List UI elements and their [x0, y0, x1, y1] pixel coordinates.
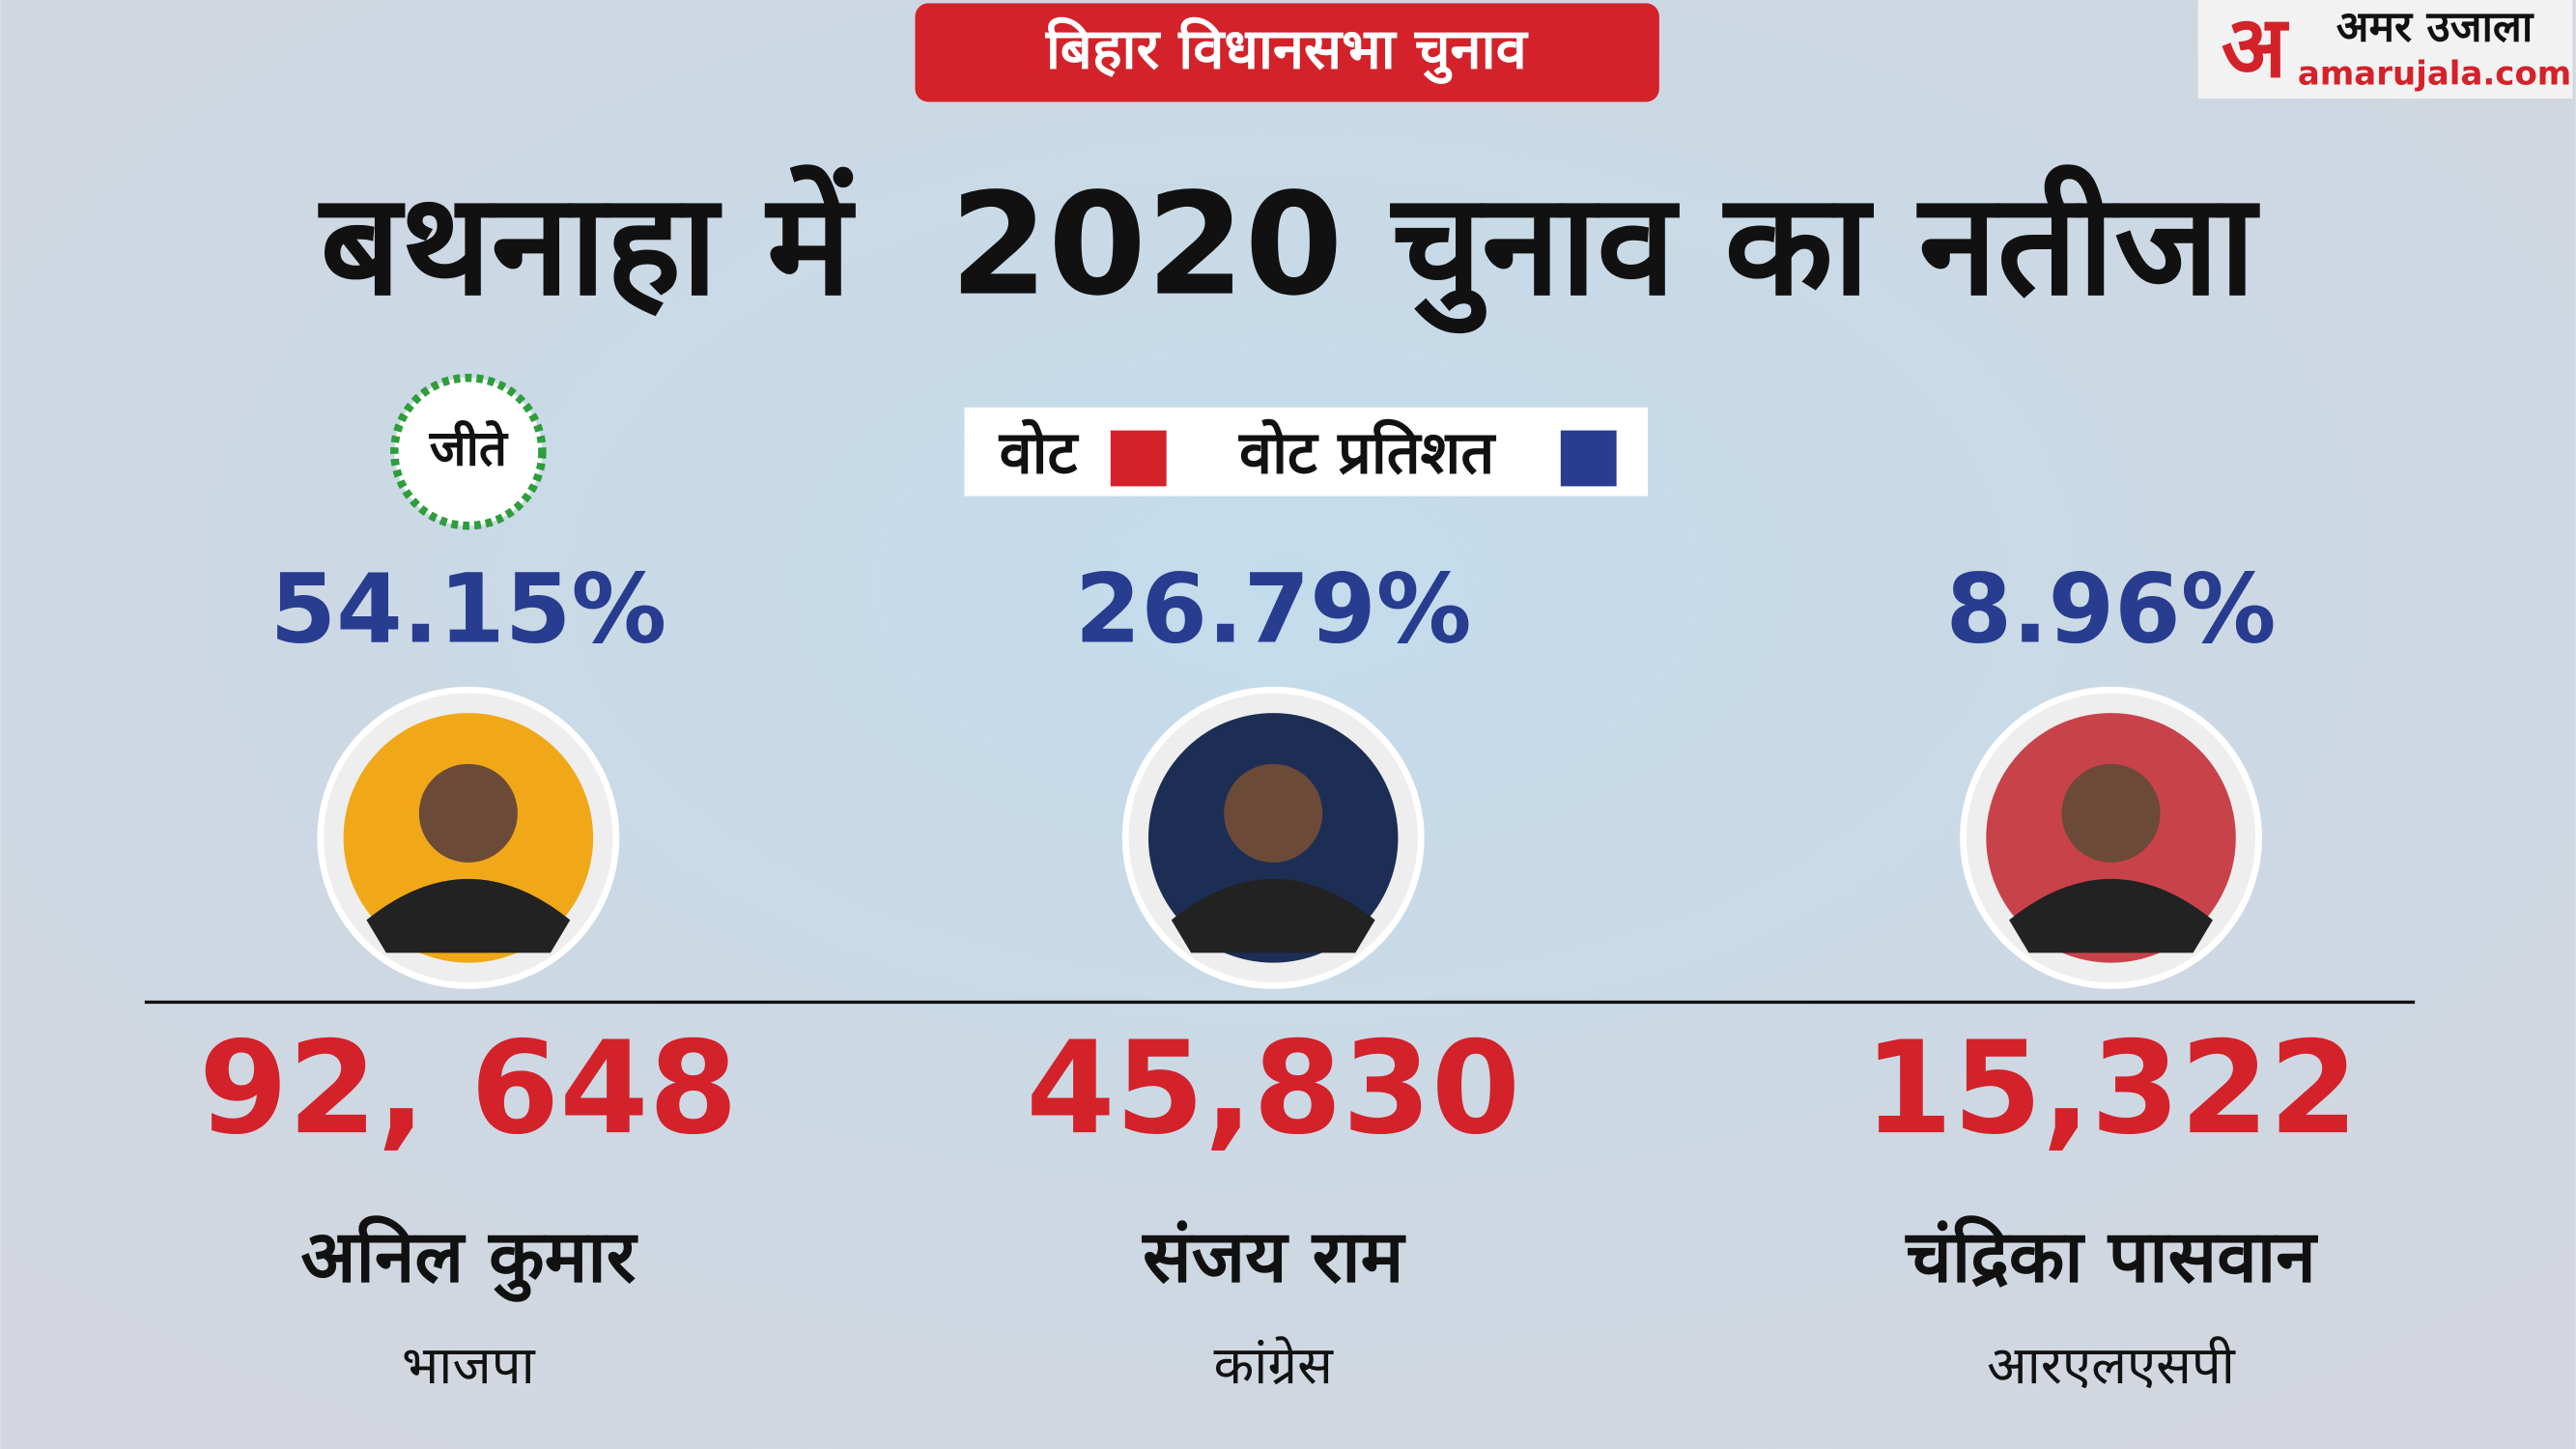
photo-body	[1171, 878, 1375, 953]
votes: 15,322	[1864, 1014, 2359, 1163]
logo-box	[2197, 0, 2573, 99]
photo-head	[2061, 763, 2161, 863]
legend-swatch	[1110, 430, 1167, 487]
votes: 45,830	[1026, 1014, 1520, 1163]
vote-percent: 26.79%	[1075, 554, 1472, 666]
legend-box	[964, 407, 1648, 497]
vote-percent: 54.15%	[269, 554, 666, 666]
legend-swatch	[1560, 430, 1617, 487]
candidate-name: अनिल कुमार	[300, 1215, 637, 1303]
party: कांग्रेस	[1214, 1334, 1335, 1396]
title: बथनाहा में 2020 चुनाव का नतीजा	[318, 163, 2261, 334]
photo-body	[366, 878, 571, 953]
candidate-name: संजय राम	[1141, 1215, 1405, 1299]
winner-badge-text: जीते	[429, 420, 509, 478]
logo-site: amarujala.com	[2298, 55, 2571, 94]
vote-percent: 8.96%	[1945, 554, 2276, 666]
candidates: 54.15% 92, 648 अनिल कुमार भाजपा 26.79% 45,830…	[199, 554, 2359, 1396]
logo-mark: अ	[2222, 0, 2290, 97]
party: आरएलएसपी	[1987, 1334, 2236, 1396]
photo-body	[2009, 878, 2213, 953]
logo-name: अमर उजाला	[2336, 3, 2534, 52]
legend-label: वोट प्रतिशत	[1238, 418, 1496, 487]
votes: 92, 648	[199, 1014, 738, 1163]
candidate-name: चंद्रिका पासवान	[1904, 1215, 2318, 1299]
tag-box	[915, 3, 1659, 102]
photo-head	[1224, 763, 1323, 863]
photo-head	[418, 763, 518, 863]
tag: बिहार विधानसभा चुनाव	[1045, 16, 1529, 85]
legend-label: वोट	[999, 418, 1080, 487]
winner-badge	[390, 373, 547, 530]
party: भाजपा	[402, 1334, 536, 1396]
